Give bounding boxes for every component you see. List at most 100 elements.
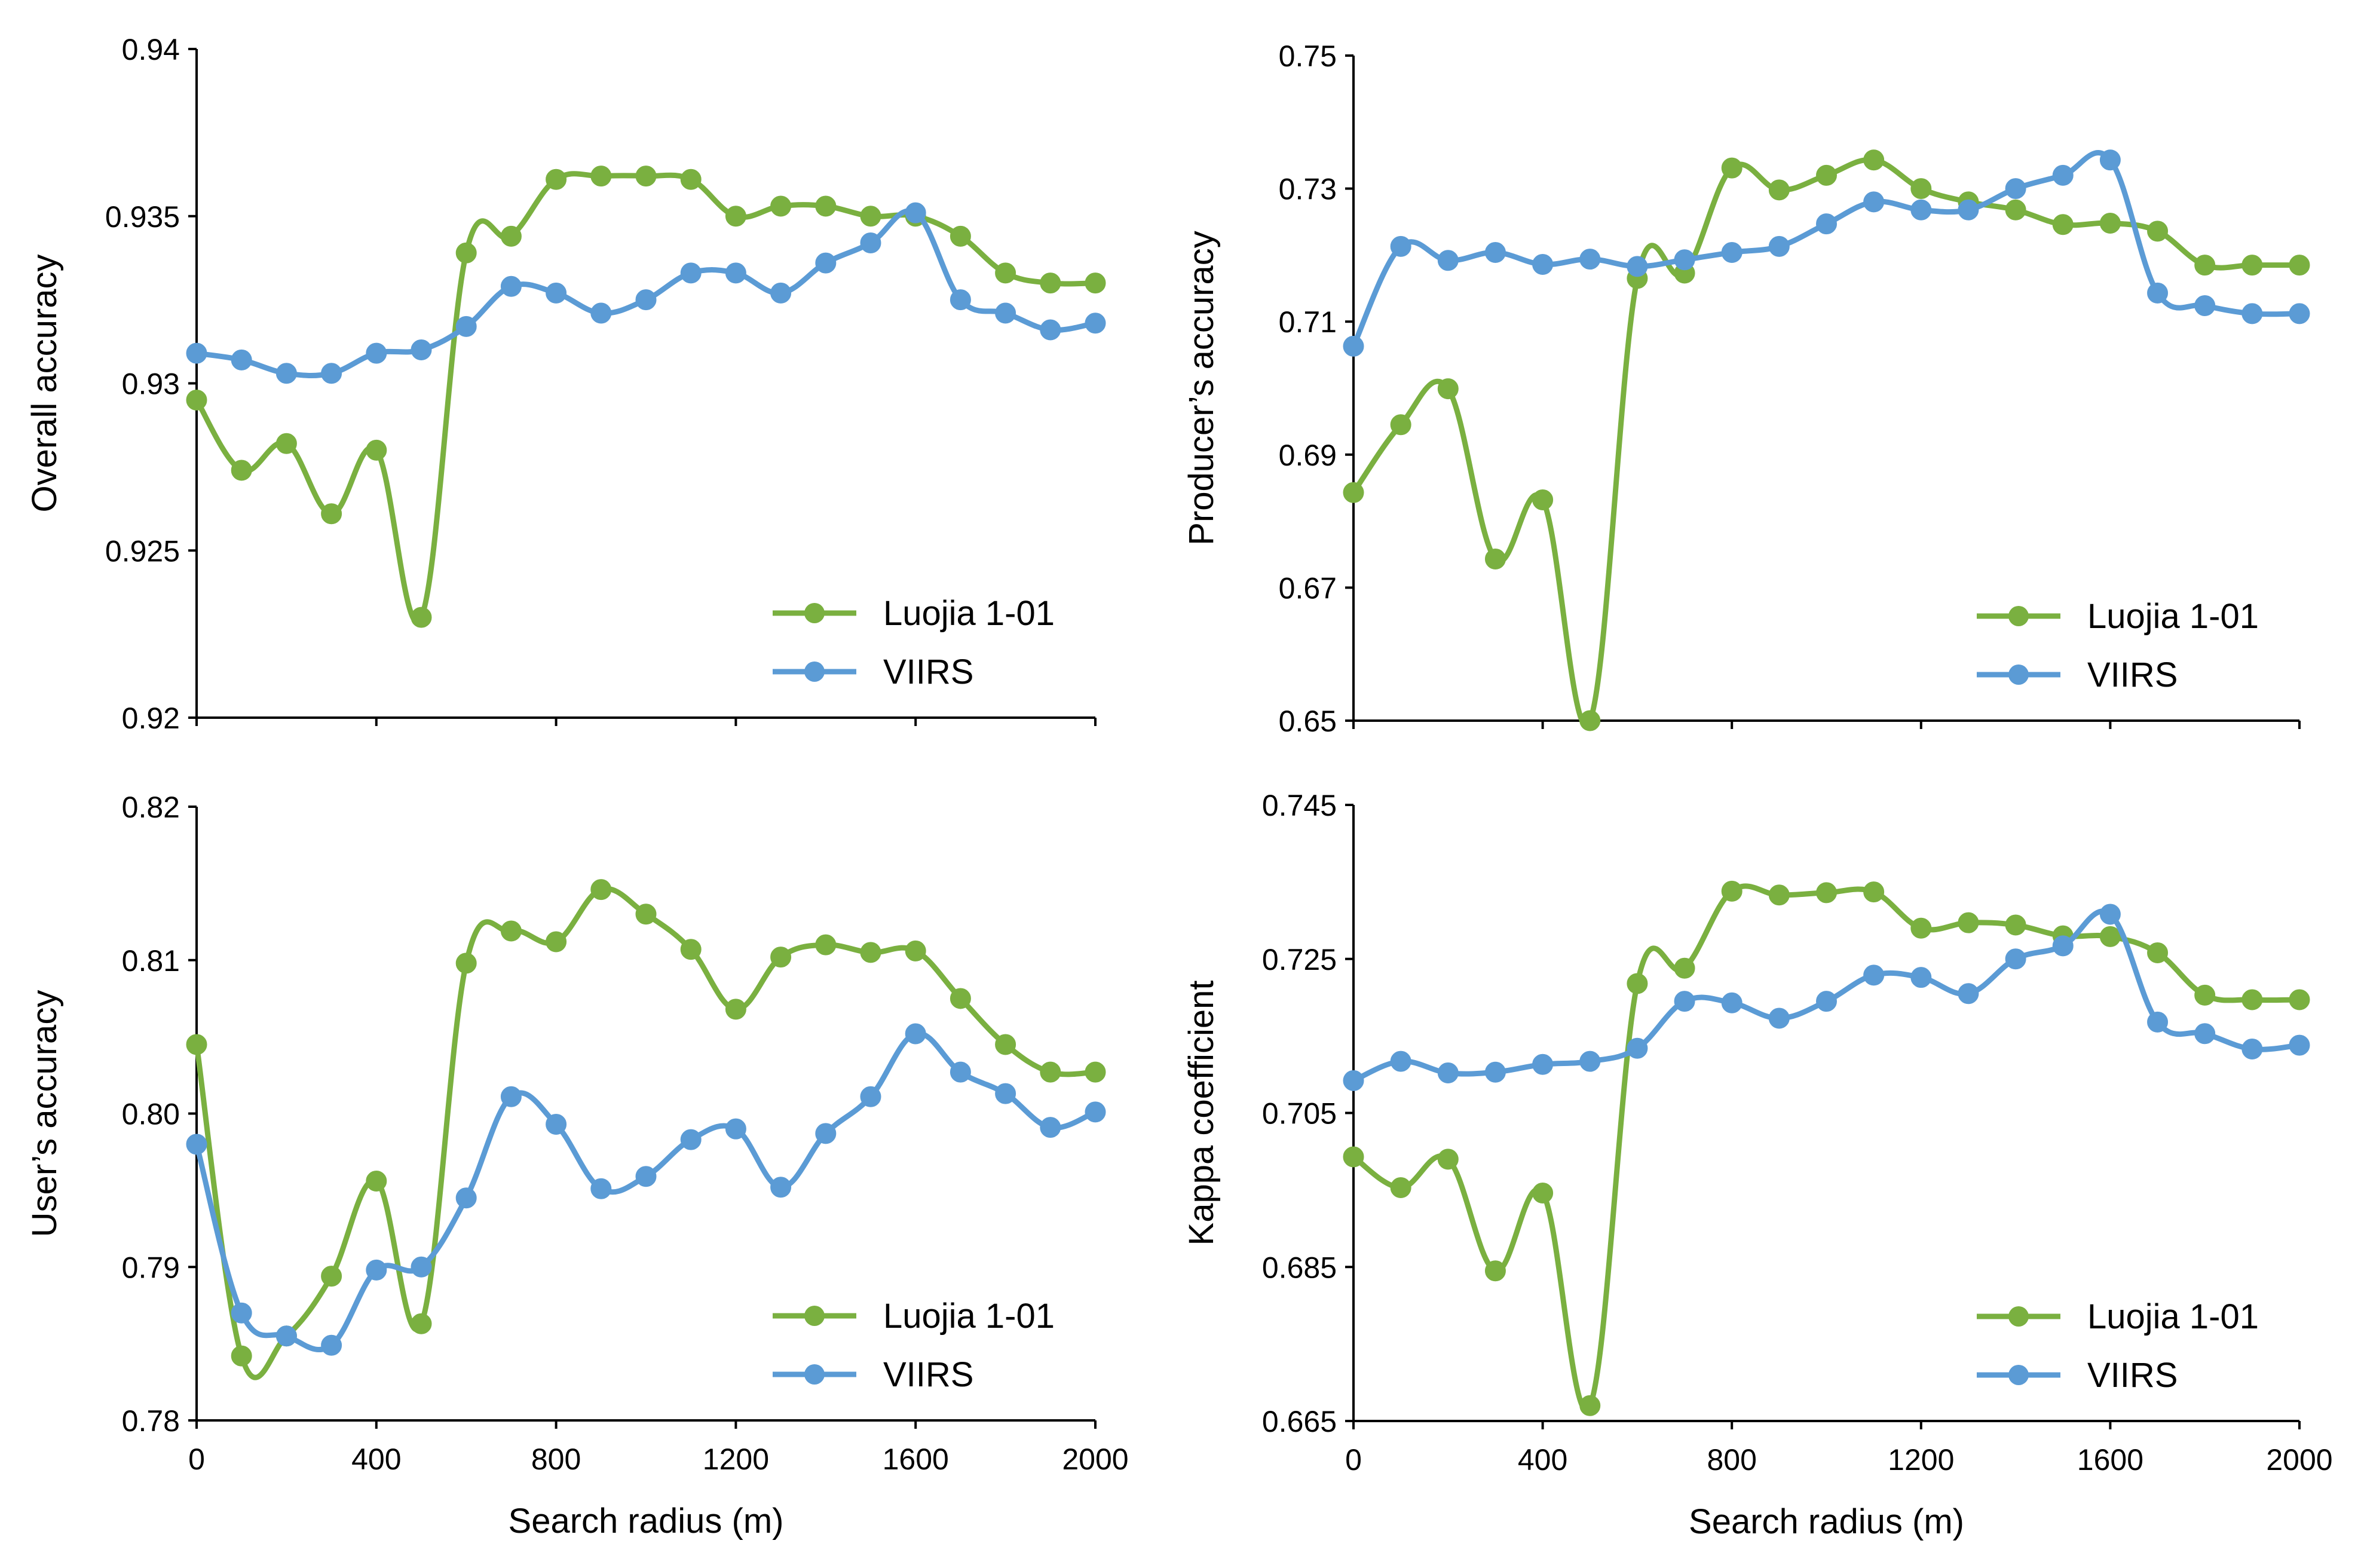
y-tick-label: 0.94 [122,33,180,66]
data-point-luojia [1579,710,1601,731]
y-tick-label: 0.81 [122,944,180,978]
data-point-luojia [860,206,881,227]
data-point-luojia [2289,255,2310,276]
data-point-viirs [186,342,207,364]
legend-label-luojia: Luojia 1-01 [2087,597,2259,636]
data-point-luojia [770,195,792,217]
y-tick-label: 0.705 [1262,1097,1337,1131]
data-point-viirs [366,342,387,364]
data-point-luojia [770,947,792,968]
data-point-viirs [995,302,1016,324]
data-point-luojia [1768,179,1790,201]
y-tick-label: 0.92 [122,702,180,735]
y-tick-label: 0.79 [122,1251,180,1284]
x-tick-label: 1600 [2077,1443,2143,1477]
legend-marker-viirs [2008,664,2029,685]
data-point-viirs [725,262,746,284]
data-point-viirs [1532,1054,1554,1075]
data-point-viirs [2194,295,2216,316]
data-point-viirs [1768,1007,1790,1029]
data-point-viirs [905,202,926,223]
data-point-viirs [1958,983,1979,1004]
data-point-viirs [1863,964,1885,986]
data-point-luojia [680,939,702,960]
x-tick-label: 0 [1345,1443,1362,1477]
series-line-viirs [194,208,1098,379]
data-point-viirs [905,1023,926,1045]
data-point-luojia [1085,1061,1106,1083]
data-point-viirs [231,349,252,370]
data-point-luojia [231,1345,252,1367]
data-point-viirs [1343,335,1364,357]
legend-marker-luojia [804,603,825,623]
data-point-luojia [321,503,342,525]
data-point-luojia [2289,989,2310,1010]
data-point-viirs [2052,164,2074,186]
data-point-luojia [1863,149,1885,171]
data-point-luojia [1484,1260,1506,1282]
data-point-viirs [186,1134,207,1155]
y-tick-label: 0.71 [1279,305,1337,339]
data-point-viirs [1910,967,1932,988]
data-point-viirs [770,1177,792,1198]
data-point-luojia [2147,220,2169,242]
data-point-luojia [2005,199,2026,220]
legend-marker-viirs [804,662,825,682]
data-point-viirs [635,289,657,311]
data-point-luojia [455,242,477,264]
x-tick-label: 2000 [1062,1443,1128,1476]
data-point-luojia [186,1034,207,1055]
data-point-luojia [635,904,657,925]
data-point-viirs [2289,303,2310,324]
y-axis-title: User’s accuracy [25,990,64,1238]
data-point-luojia [1437,378,1459,400]
data-point-viirs [411,1256,432,1278]
data-point-viirs [2099,149,2121,171]
data-point-viirs [995,1083,1016,1104]
data-point-luojia [2194,255,2216,276]
data-point-viirs [2194,1023,2216,1045]
data-point-viirs [815,252,837,274]
data-point-luojia [366,1170,387,1192]
y-axis-title: Producer’s accuracy [1182,231,1221,546]
data-point-viirs [2147,1011,2169,1033]
legend-marker-luojia [2008,1306,2029,1327]
data-point-viirs [1390,1051,1411,1072]
data-point-viirs [1958,199,1979,220]
data-point-viirs [950,1061,971,1083]
legend-marker-viirs [804,1364,825,1385]
data-point-viirs [1085,313,1106,334]
data-point-viirs [1484,1061,1506,1083]
data-point-viirs [680,1129,702,1150]
x-tick-label: 0 [188,1443,205,1476]
y-tick-label: 0.685 [1262,1251,1337,1284]
data-point-viirs [1343,1070,1364,1091]
data-point-luojia [590,166,612,187]
data-point-viirs [1674,991,1695,1012]
data-point-luojia [1532,489,1554,510]
data-point-luojia [635,166,657,187]
data-point-luojia [2241,255,2263,276]
x-tick-label: 400 [351,1443,401,1476]
data-point-luojia [1343,1146,1364,1168]
data-point-viirs [2241,1039,2263,1060]
data-point-viirs [1040,319,1061,341]
data-point-viirs [1390,235,1411,257]
data-point-viirs [950,289,971,311]
y-tick-label: 0.93 [122,368,180,401]
chart-panel-top-right: 0.65 0.67 0.69 0.71 0.73 0.75 Producer’s accur… [1182,39,2310,738]
chart-panel-bottom-right: 0.665 0.685 0.705 0.725 0.745 0 400 800 1200 1600… [1182,789,2333,1541]
y-tick-label: 0.75 [1279,39,1337,73]
data-point-luojia [1816,164,1837,186]
data-point-viirs [411,339,432,361]
y-tick-label: 0.82 [122,791,180,824]
data-point-viirs [1579,1051,1601,1072]
data-point-viirs [1627,1037,1648,1059]
series-line-viirs [1351,908,2302,1083]
data-point-viirs [1437,250,1459,271]
data-point-luojia [1674,957,1695,979]
legend-marker-viirs [2008,1365,2029,1385]
data-point-viirs [1910,199,1932,220]
data-point-luojia [366,439,387,461]
y-tick-label: 0.925 [105,534,180,568]
